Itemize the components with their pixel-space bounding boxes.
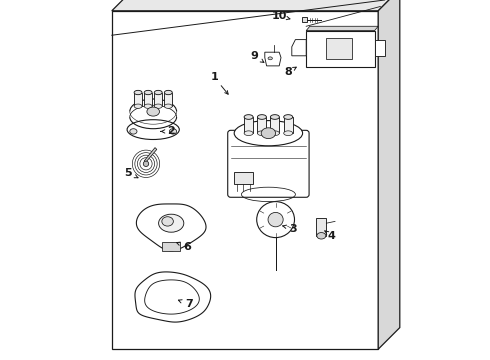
Ellipse shape [143, 161, 148, 166]
Polygon shape [112, 11, 378, 349]
Ellipse shape [284, 131, 293, 136]
Polygon shape [292, 40, 306, 56]
Ellipse shape [140, 158, 152, 170]
Text: 9: 9 [250, 51, 258, 61]
Polygon shape [374, 40, 386, 56]
Bar [164, 93, 172, 106]
Bar [316, 218, 326, 236]
Ellipse shape [244, 114, 253, 120]
Ellipse shape [154, 90, 162, 95]
Polygon shape [135, 272, 211, 322]
Ellipse shape [147, 107, 160, 116]
Bar [144, 93, 152, 106]
Ellipse shape [244, 131, 253, 136]
Ellipse shape [134, 90, 142, 95]
Ellipse shape [130, 129, 137, 134]
Ellipse shape [164, 104, 172, 108]
Bar [257, 117, 267, 133]
Ellipse shape [270, 131, 279, 136]
Bar [270, 117, 279, 133]
Text: 8: 8 [284, 67, 292, 77]
Bar [154, 93, 162, 106]
Bar [134, 93, 142, 106]
Polygon shape [378, 0, 400, 349]
Text: 10: 10 [271, 11, 287, 21]
Bar [244, 117, 253, 133]
Bar [301, 17, 307, 22]
Text: 1: 1 [211, 72, 218, 82]
Ellipse shape [284, 114, 293, 120]
Ellipse shape [154, 104, 162, 108]
Ellipse shape [127, 120, 179, 139]
Text: 6: 6 [183, 242, 191, 252]
Ellipse shape [234, 121, 303, 146]
Ellipse shape [144, 104, 152, 108]
Ellipse shape [159, 214, 184, 232]
Bar [326, 38, 352, 59]
Polygon shape [144, 148, 157, 162]
Text: 3: 3 [290, 224, 297, 234]
Ellipse shape [261, 128, 275, 139]
Polygon shape [265, 52, 281, 66]
FancyBboxPatch shape [228, 130, 309, 197]
Ellipse shape [170, 129, 176, 134]
Bar [234, 172, 253, 184]
Text: 4: 4 [327, 231, 335, 241]
Ellipse shape [317, 233, 326, 239]
Ellipse shape [134, 104, 142, 108]
Bar [284, 117, 293, 133]
Ellipse shape [268, 57, 272, 60]
Polygon shape [112, 0, 400, 11]
Ellipse shape [268, 212, 283, 227]
Text: 2: 2 [167, 126, 175, 136]
Ellipse shape [144, 90, 152, 95]
Ellipse shape [162, 217, 173, 226]
Ellipse shape [257, 131, 267, 136]
Ellipse shape [257, 202, 294, 238]
Polygon shape [145, 280, 199, 314]
Ellipse shape [164, 90, 172, 95]
Polygon shape [136, 204, 206, 251]
Text: 7: 7 [185, 299, 193, 309]
Bar [306, 31, 374, 67]
Ellipse shape [257, 114, 267, 120]
Text: 5: 5 [124, 168, 132, 178]
Bar [162, 242, 180, 251]
Ellipse shape [270, 114, 279, 120]
Polygon shape [306, 26, 378, 31]
